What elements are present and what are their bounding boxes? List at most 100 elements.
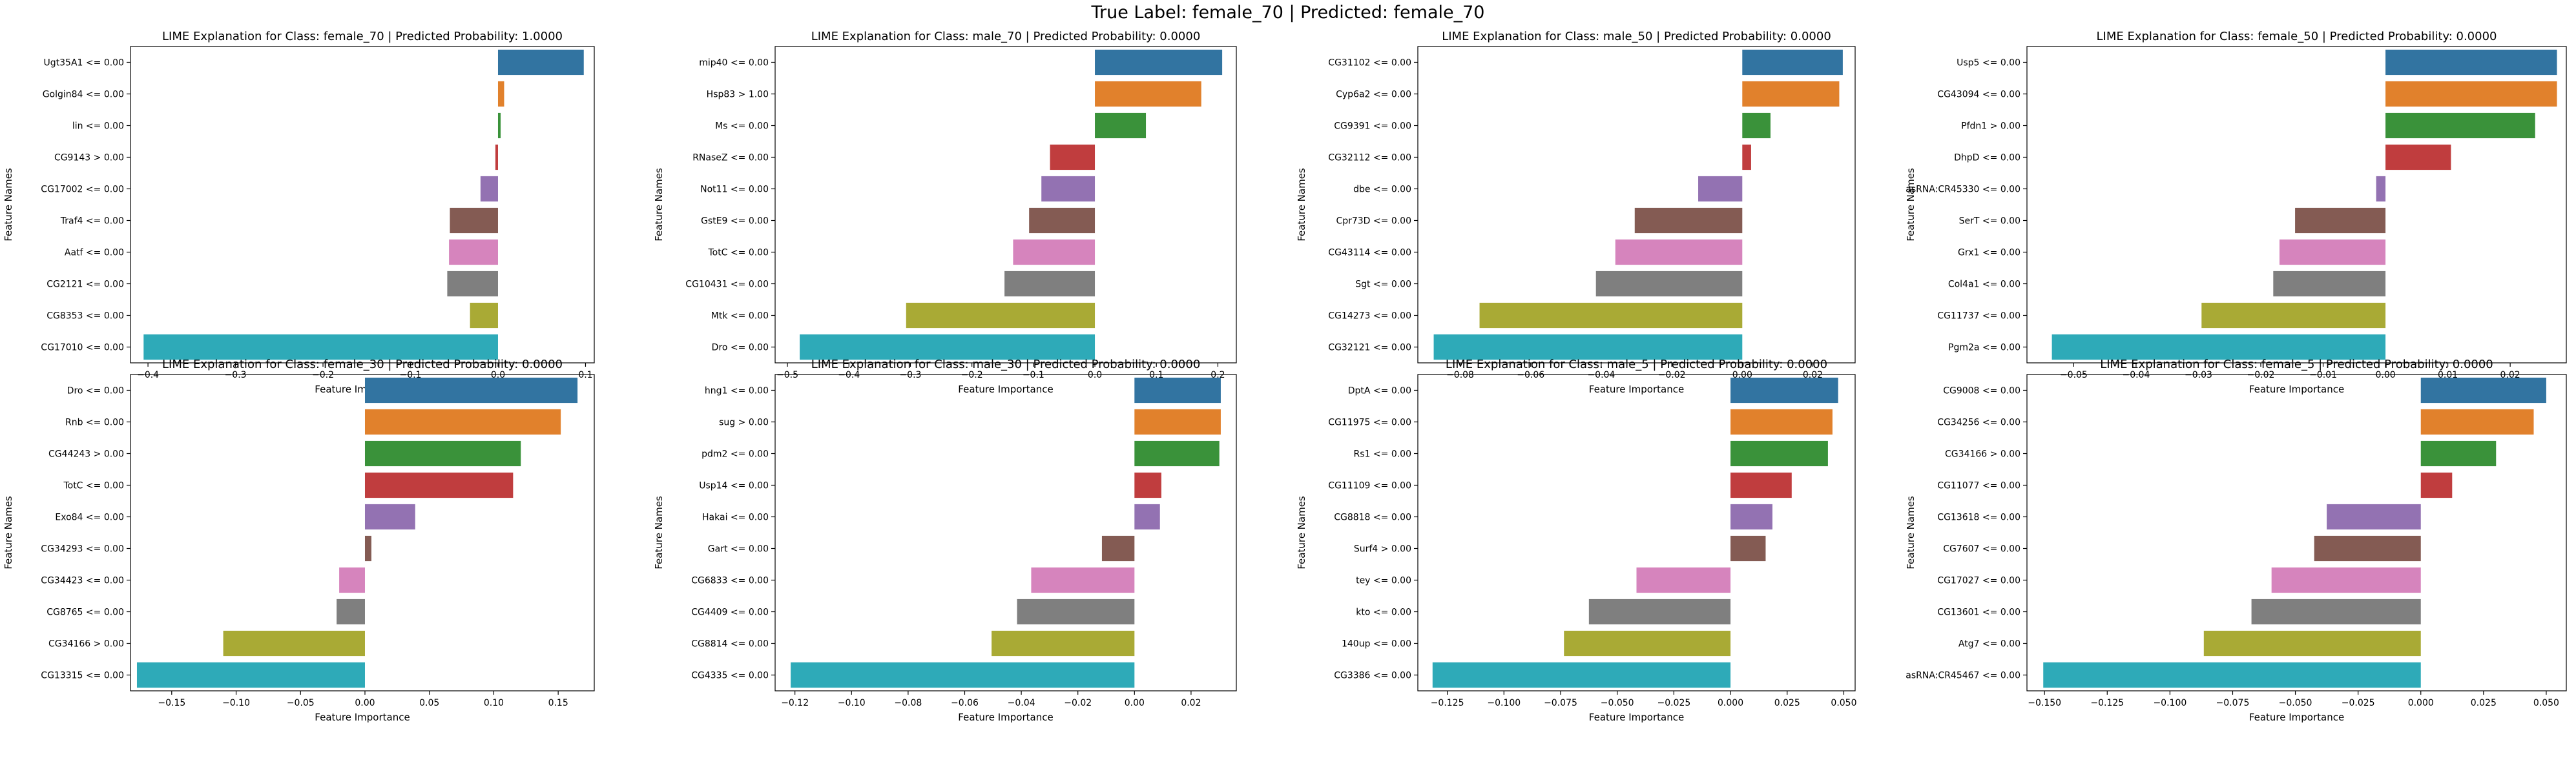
x-axis-label: Feature Importance: [2249, 711, 2344, 723]
x-tick-label: −0.12: [781, 698, 809, 708]
y-tick-label: CG7607 <= 0.00: [1943, 544, 2020, 555]
x-tick-label: −0.100: [1487, 698, 1521, 708]
y-tick-label: Col4a1 <= 0.00: [1948, 280, 2020, 290]
x-tick-label: −0.05: [287, 698, 315, 708]
x-tick-label: 0.025: [2471, 698, 2497, 708]
y-tick-label: CG8814 <= 0.00: [691, 639, 769, 650]
x-tick-label: 0.000: [1718, 698, 1743, 708]
y-tick-label: CG34166 > 0.00: [48, 639, 124, 650]
y-tick-label: TotC <= 0.00: [707, 248, 769, 258]
x-tick-label: −0.04: [2122, 370, 2150, 380]
x-tick-label: −0.100: [2153, 698, 2186, 708]
lime-panel-4: Usp5 <= 0.00 CG43094 <= 0.00 Pfdn1 > 0.00 D…: [1905, 30, 2567, 395]
x-tick-label: −0.2: [961, 370, 983, 380]
x-tick-label: −0.025: [1657, 698, 1690, 708]
panel-title: LIME Explanation for Class: male_70 | Pr…: [811, 30, 1201, 43]
y-tick-label: Hakai <= 0.00: [702, 513, 769, 523]
bar-2: [1095, 81, 1201, 107]
x-axis-label: Feature Importance: [1589, 384, 1684, 395]
bar-2: [1742, 81, 1840, 107]
bar-10: [1433, 334, 1743, 360]
x-tick-label: −0.06: [1517, 370, 1544, 380]
bar-8: [1017, 599, 1135, 625]
lime-panel-1: Ugt35A1 <= 0.00 Golgin84 <= 0.00 lin <= 0.…: [3, 30, 595, 395]
y-tick-label: asRNA:CR45330 <= 0.00: [1906, 185, 2020, 195]
x-tick-label: 0.050: [1831, 698, 1856, 708]
y-tick-label: asRNA:CR45467 <= 0.00: [1906, 671, 2020, 681]
panel-title: LIME Explanation for Class: female_5 | P…: [2100, 358, 2493, 371]
bar-10: [2043, 662, 2421, 688]
bar-4: [1730, 472, 1792, 498]
axes-frame: [774, 46, 1237, 363]
bar-1: [364, 377, 578, 404]
x-tick-label: 0.0: [1088, 370, 1102, 380]
bar-1: [1134, 377, 1221, 404]
x-axis-label: Feature Importance: [958, 384, 1053, 395]
y-tick-label: CG11975 <= 0.00: [1328, 418, 1411, 428]
y-tick-label: CG17002 <= 0.00: [41, 185, 124, 195]
bar-7: [1031, 567, 1135, 593]
x-axis-label: Feature Importance: [1589, 711, 1684, 723]
bar-1: [497, 49, 584, 76]
y-tick-label: Pfdn1 > 0.00: [1961, 121, 2020, 132]
bar-2: [2420, 409, 2534, 435]
y-tick-label: dbe <= 0.00: [1353, 185, 1411, 195]
x-tick-label: 0.05: [419, 698, 439, 708]
x-tick-label: −0.15: [158, 698, 185, 708]
y-tick-label: Ugt35A1 <= 0.00: [44, 58, 124, 68]
axes-frame: [2026, 374, 2567, 691]
y-tick-label: Surf4 > 0.00: [1354, 544, 1411, 555]
y-axis-label: Feature Names: [1905, 496, 1916, 569]
bar-4: [364, 472, 514, 498]
lime-panel-5: Dro <= 0.00 Rnb <= 0.00 CG44243 > 0.00 TotC…: [3, 358, 595, 723]
panel-title: LIME Explanation for Class: female_30 | …: [162, 358, 563, 371]
y-axis-label: Feature Names: [1296, 496, 1307, 569]
y-tick-label: CG9008 <= 0.00: [1943, 386, 2020, 396]
y-tick-label: DhpD <= 0.00: [1954, 153, 2020, 163]
bar-3: [2420, 440, 2497, 467]
y-tick-label: lin <= 0.00: [72, 121, 124, 132]
x-tick-label: 0.000: [2408, 698, 2434, 708]
bar-8: [337, 599, 365, 625]
bar-8: [1595, 271, 1743, 297]
lime-panel-8: CG9008 <= 0.00 CG34256 <= 0.00 CG34166 > 0…: [1905, 358, 2567, 723]
bar-5: [480, 176, 498, 202]
x-tick-label: −0.3: [899, 370, 921, 380]
y-tick-label: Ms <= 0.00: [715, 121, 769, 132]
x-tick-label: 0.02: [1181, 698, 1201, 708]
bar-7: [2271, 567, 2421, 593]
y-tick-label: mip40 <= 0.00: [699, 58, 769, 68]
bar-1: [1742, 49, 1843, 76]
y-tick-label: CG8765 <= 0.00: [47, 608, 124, 618]
lime-panel-3: CG31102 <= 0.00 Cyp6a2 <= 0.00 CG9391 <= 0…: [1296, 30, 1856, 395]
y-tick-label: kto <= 0.00: [1356, 608, 1411, 618]
x-tick-label: 0.050: [2533, 698, 2559, 708]
y-tick-label: Golgin84 <= 0.00: [43, 90, 124, 100]
y-tick-label: CG8353 <= 0.00: [47, 311, 124, 322]
x-tick-label: −0.03: [2185, 370, 2212, 380]
y-tick-label: CG34166 > 0.00: [1945, 449, 2020, 460]
y-tick-label: TotC <= 0.00: [63, 481, 124, 491]
y-tick-label: CG13618 <= 0.00: [1937, 513, 2020, 523]
bar-7: [449, 239, 498, 265]
y-tick-label: CG34293 <= 0.00: [41, 544, 124, 555]
x-tick-label: −0.05: [2060, 370, 2088, 380]
bar-6: [1730, 535, 1766, 562]
y-tick-label: CG10431 <= 0.00: [685, 280, 769, 290]
y-tick-label: CG17010 <= 0.00: [41, 343, 124, 353]
bar-4: [495, 144, 498, 170]
y-tick-label: Exo84 <= 0.00: [55, 513, 124, 523]
x-tick-label: −0.04: [1587, 370, 1615, 380]
y-tick-label: CG43114 <= 0.00: [1328, 248, 1411, 258]
y-axis-label: Feature Names: [653, 168, 665, 241]
y-tick-label: GstE9 <= 0.00: [701, 216, 769, 227]
x-tick-label: 0.025: [1774, 698, 1800, 708]
x-tick-label: −0.2: [312, 370, 334, 380]
bar-9: [906, 302, 1096, 329]
x-tick-label: −0.02: [2247, 370, 2275, 380]
bar-3: [1134, 440, 1220, 467]
bar-4: [2385, 144, 2451, 170]
bar-8: [1588, 599, 1731, 625]
bar-7: [1013, 239, 1096, 265]
